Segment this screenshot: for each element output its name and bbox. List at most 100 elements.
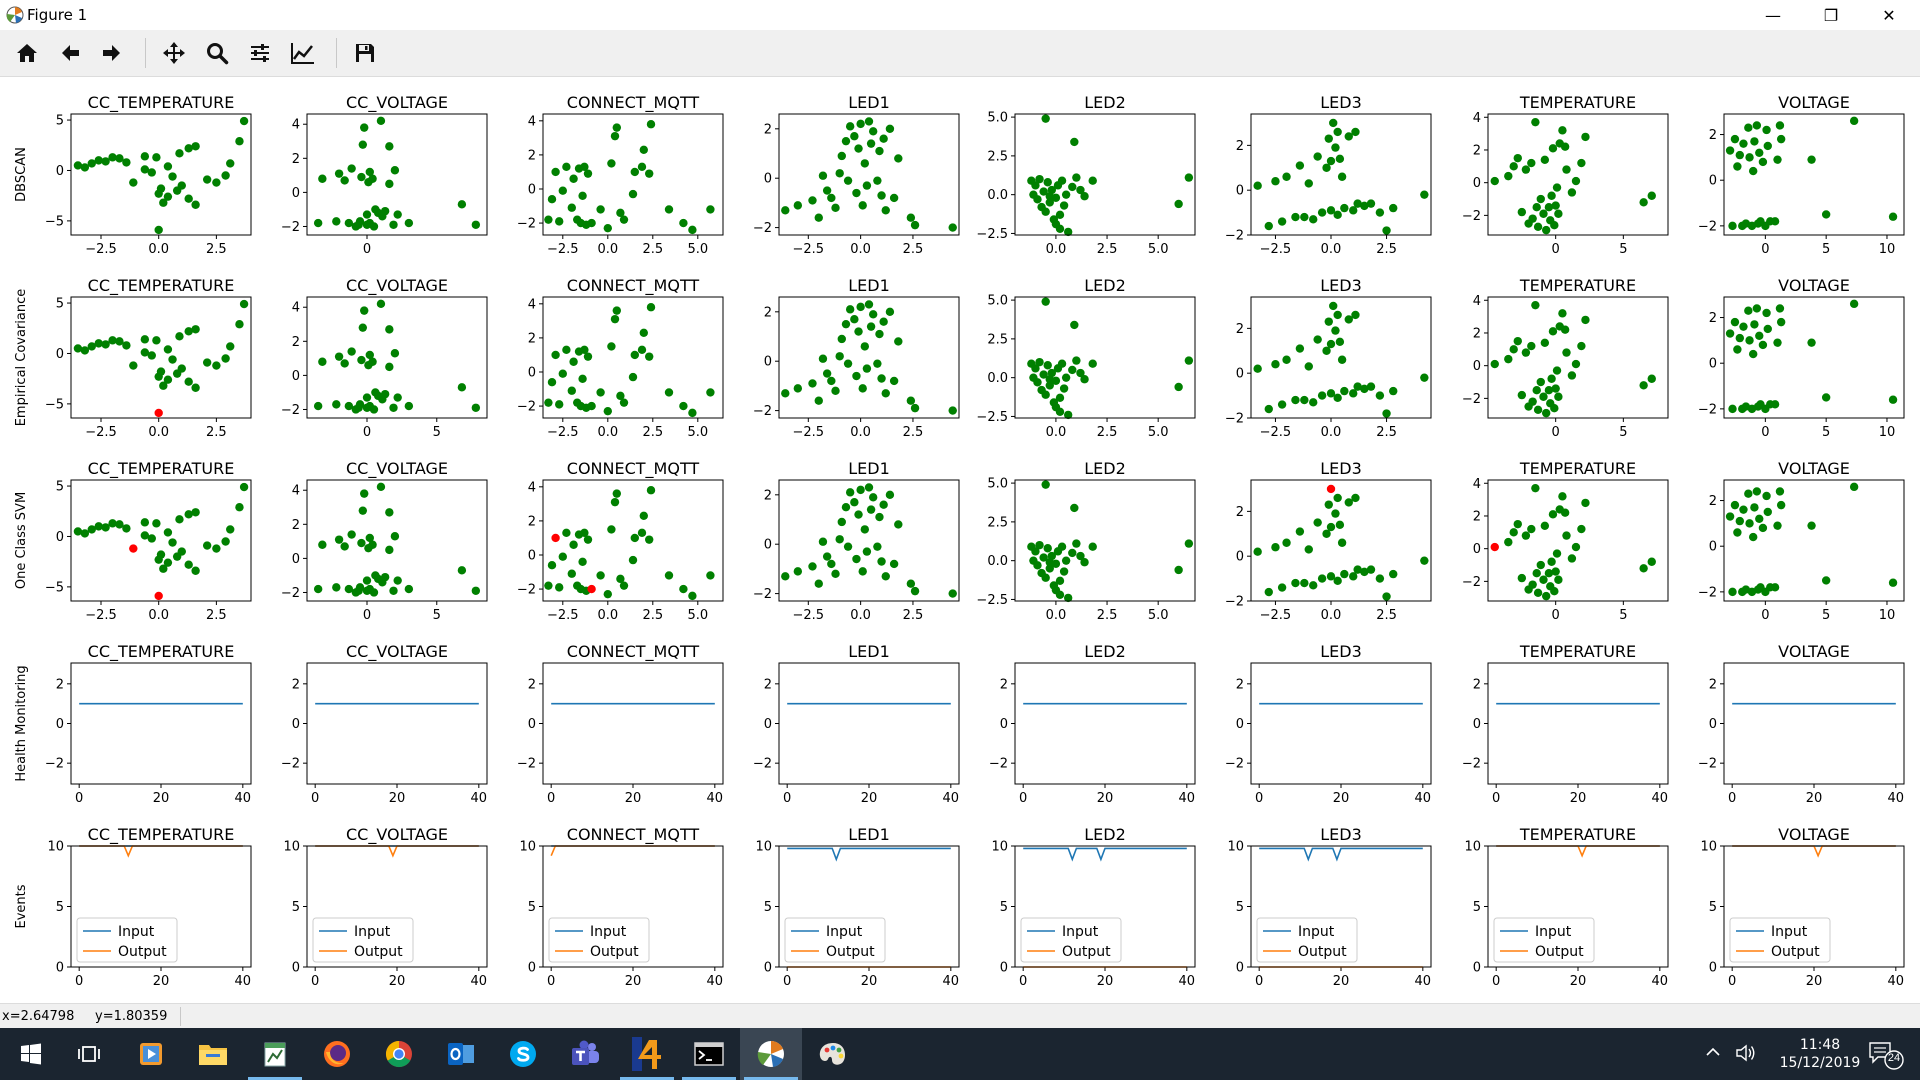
x-tick-label: 5 bbox=[1822, 608, 1830, 623]
tray-clock[interactable]: 11:48 15/12/2019 bbox=[1775, 1036, 1865, 1072]
back-button[interactable] bbox=[54, 38, 86, 68]
home-button[interactable] bbox=[11, 38, 43, 68]
scatter-axes[interactable]: LED2 0.0 2.5 5.0 −2.5 0.0 2.5 5.0 bbox=[976, 276, 1196, 440]
health-axes[interactable]: CC_TEMPERATURE 0 20 40 −2 0 2 bbox=[45, 642, 252, 806]
x-tick-label: −2.5 bbox=[1260, 425, 1292, 440]
scatter-axes[interactable]: LED1 −2.5 0.0 2.5 −2 0 2 bbox=[753, 93, 960, 257]
events-axes[interactable]: VOLTAGE 0 20 40 0 5 10 Input Output bbox=[1700, 825, 1905, 989]
zoom-button[interactable] bbox=[201, 38, 233, 68]
normal-point bbox=[1758, 340, 1768, 350]
legend: Input Output bbox=[784, 917, 886, 963]
scatter-axes[interactable]: LED1 −2.5 0.0 2.5 −2 0 2 bbox=[753, 276, 960, 440]
taskbar-notepad[interactable] bbox=[244, 1028, 306, 1080]
normal-point bbox=[152, 336, 161, 345]
normal-point bbox=[334, 535, 344, 544]
events-axes[interactable]: LED2 0 20 40 0 5 10 Input Output bbox=[991, 825, 1196, 989]
normal-point bbox=[781, 206, 790, 215]
figure-canvas[interactable]: DBSCAN Empirical Covariance One Class SVM H… bbox=[0, 77, 1920, 1003]
legend-input-label: Input bbox=[1771, 924, 1808, 940]
scatter-axes[interactable]: CONNECT_MQTT −2.5 0.0 2.5 5.0 −2 0 2 4 bbox=[517, 276, 724, 440]
close-button[interactable]: ✕ bbox=[1860, 0, 1918, 30]
restore-button[interactable]: ❐ bbox=[1802, 0, 1860, 30]
taskbar-app-4[interactable] bbox=[616, 1028, 678, 1080]
scatter-axes[interactable]: VOLTAGE 0 5 10 −2 0 2 bbox=[1698, 276, 1905, 440]
x-tick-label: 40 bbox=[1415, 974, 1432, 989]
scatter-axes[interactable]: TEMPERATURE 0 5 −2 0 2 4 bbox=[1462, 459, 1669, 623]
notification-icon bbox=[1869, 1042, 1904, 1070]
scatter-axes[interactable]: LED3 −2.5 0.0 2.5 −2 0 2 bbox=[1225, 459, 1432, 623]
y-tick-label: 0 bbox=[56, 961, 64, 976]
events-axes[interactable]: TEMPERATURE 0 20 40 0 5 10 Input Output bbox=[1464, 825, 1669, 989]
normal-point bbox=[854, 144, 863, 153]
taskbar-firefox[interactable] bbox=[306, 1028, 368, 1080]
task-view-button[interactable] bbox=[58, 1028, 120, 1080]
taskbar-chrome[interactable] bbox=[368, 1028, 430, 1080]
scatter-axes[interactable]: CC_VOLTAGE 0 5 −2 0 2 4 bbox=[281, 276, 488, 440]
scatter-axes[interactable]: VOLTAGE 0 5 10 −2 0 2 bbox=[1698, 93, 1905, 257]
scatter-axes[interactable]: LED2 0.0 2.5 5.0 −2.5 0.0 2.5 5.0 bbox=[976, 459, 1196, 623]
volume-button[interactable] bbox=[1735, 1043, 1757, 1067]
taskbar-teams[interactable] bbox=[554, 1028, 616, 1080]
normal-point bbox=[868, 127, 878, 136]
scatter-axes[interactable]: CC_VOLTAGE 0 5 −2 0 2 4 bbox=[281, 459, 488, 623]
scatter-axes[interactable]: VOLTAGE 0 5 10 −2 0 2 bbox=[1698, 459, 1905, 623]
back-arrow-icon bbox=[62, 45, 79, 61]
health-axes[interactable]: CONNECT_MQTT 0 20 40 −2 0 2 bbox=[517, 642, 724, 806]
health-axes[interactable]: CC_VOLTAGE 0 20 40 −2 0 2 bbox=[281, 642, 488, 806]
normal-point bbox=[578, 557, 587, 567]
scatter-axes[interactable]: LED1 −2.5 0.0 2.5 −2 0 2 bbox=[753, 459, 960, 623]
health-axes[interactable]: VOLTAGE 0 20 40 −2 0 2 bbox=[1698, 642, 1905, 806]
normal-point bbox=[385, 325, 394, 334]
normal-point bbox=[73, 161, 83, 170]
taskbar-paint[interactable] bbox=[802, 1028, 864, 1080]
normal-point bbox=[1300, 578, 1309, 588]
scatter-axes[interactable]: CC_TEMPERATURE −2.5 0.0 2.5 −5 0 5 bbox=[45, 459, 252, 623]
scatter-axes[interactable]: LED3 −2.5 0.0 2.5 −2 0 2 bbox=[1225, 276, 1432, 440]
taskbar-terminal[interactable] bbox=[678, 1028, 740, 1080]
y-tick-label: −2.5 bbox=[976, 227, 1008, 242]
health-axes[interactable]: TEMPERATURE 0 20 40 −2 0 2 bbox=[1462, 642, 1669, 806]
forward-button[interactable] bbox=[96, 38, 128, 68]
y-tick-label: 2 bbox=[528, 677, 536, 692]
pan-button[interactable] bbox=[158, 38, 190, 68]
scatter-axes[interactable]: TEMPERATURE 0 5 −2 0 2 4 bbox=[1462, 93, 1669, 257]
scatter-axes[interactable]: CONNECT_MQTT −2.5 0.0 2.5 5.0 −2 0 2 4 bbox=[517, 93, 724, 257]
health-axes[interactable]: LED2 0 20 40 −2 0 2 bbox=[989, 642, 1196, 806]
taskbar-skype[interactable] bbox=[492, 1028, 554, 1080]
anomaly-point bbox=[1326, 484, 1336, 494]
y-tick-label: 0 bbox=[528, 961, 536, 976]
save-button[interactable] bbox=[349, 38, 381, 68]
start-button[interactable] bbox=[0, 1028, 62, 1080]
taskbar-python-figure[interactable] bbox=[740, 1028, 802, 1080]
action-center-button[interactable]: 24 bbox=[1866, 1040, 1906, 1070]
normal-point bbox=[1509, 162, 1518, 171]
tray-overflow-button[interactable] bbox=[1705, 1044, 1721, 1064]
normal-point bbox=[1758, 157, 1768, 167]
scatter-axes[interactable]: CONNECT_MQTT −2.5 0.0 2.5 5.0 −2 0 2 4 bbox=[517, 459, 724, 623]
legend-output-label: Output bbox=[354, 944, 403, 960]
edit-axes-button[interactable] bbox=[287, 38, 319, 68]
configure-subplots-button[interactable] bbox=[244, 38, 276, 68]
taskbar-outlook[interactable] bbox=[430, 1028, 492, 1080]
window-title-bar[interactable]: Figure 1 — ❐ ✕ bbox=[0, 0, 1920, 30]
events-axes[interactable]: CC_VOLTAGE 0 20 40 0 5 10 Input Output bbox=[283, 825, 488, 989]
normal-point bbox=[1776, 317, 1786, 327]
normal-point bbox=[831, 386, 840, 396]
events-axes[interactable]: LED1 0 20 40 0 5 10 Input Output bbox=[755, 825, 960, 989]
x-tick-label: −2.5 bbox=[547, 242, 579, 257]
scatter-axes[interactable]: CC_TEMPERATURE −2.5 0.0 2.5 −5 0 5 bbox=[45, 93, 252, 257]
events-axes[interactable]: CONNECT_MQTT 0 20 40 0 5 10 Input Output bbox=[519, 825, 724, 989]
scatter-axes[interactable]: TEMPERATURE 0 5 −2 0 2 4 bbox=[1462, 276, 1669, 440]
health-axes[interactable]: LED3 0 20 40 −2 0 2 bbox=[1225, 642, 1432, 806]
taskbar-file-explorer[interactable] bbox=[182, 1028, 244, 1080]
normal-point bbox=[587, 218, 596, 228]
taskbar-media-player[interactable] bbox=[120, 1028, 182, 1080]
events-axes[interactable]: LED3 0 20 40 0 5 10 Input Output bbox=[1227, 825, 1432, 989]
events-axes[interactable]: CC_TEMPERATURE 0 20 40 0 5 10 Input Output bbox=[47, 825, 252, 989]
minimize-button[interactable]: — bbox=[1744, 0, 1802, 30]
scatter-axes[interactable]: LED2 0.0 2.5 5.0 −2.5 0.0 2.5 5.0 bbox=[976, 93, 1196, 257]
scatter-axes[interactable]: LED3 −2.5 0.0 2.5 −2 0 2 bbox=[1225, 93, 1432, 257]
health-axes[interactable]: LED1 0 20 40 −2 0 2 bbox=[753, 642, 960, 806]
scatter-axes[interactable]: CC_TEMPERATURE −2.5 0.0 2.5 −5 0 5 bbox=[45, 276, 252, 440]
scatter-axes[interactable]: CC_VOLTAGE 0 −2 0 2 4 bbox=[281, 93, 488, 257]
